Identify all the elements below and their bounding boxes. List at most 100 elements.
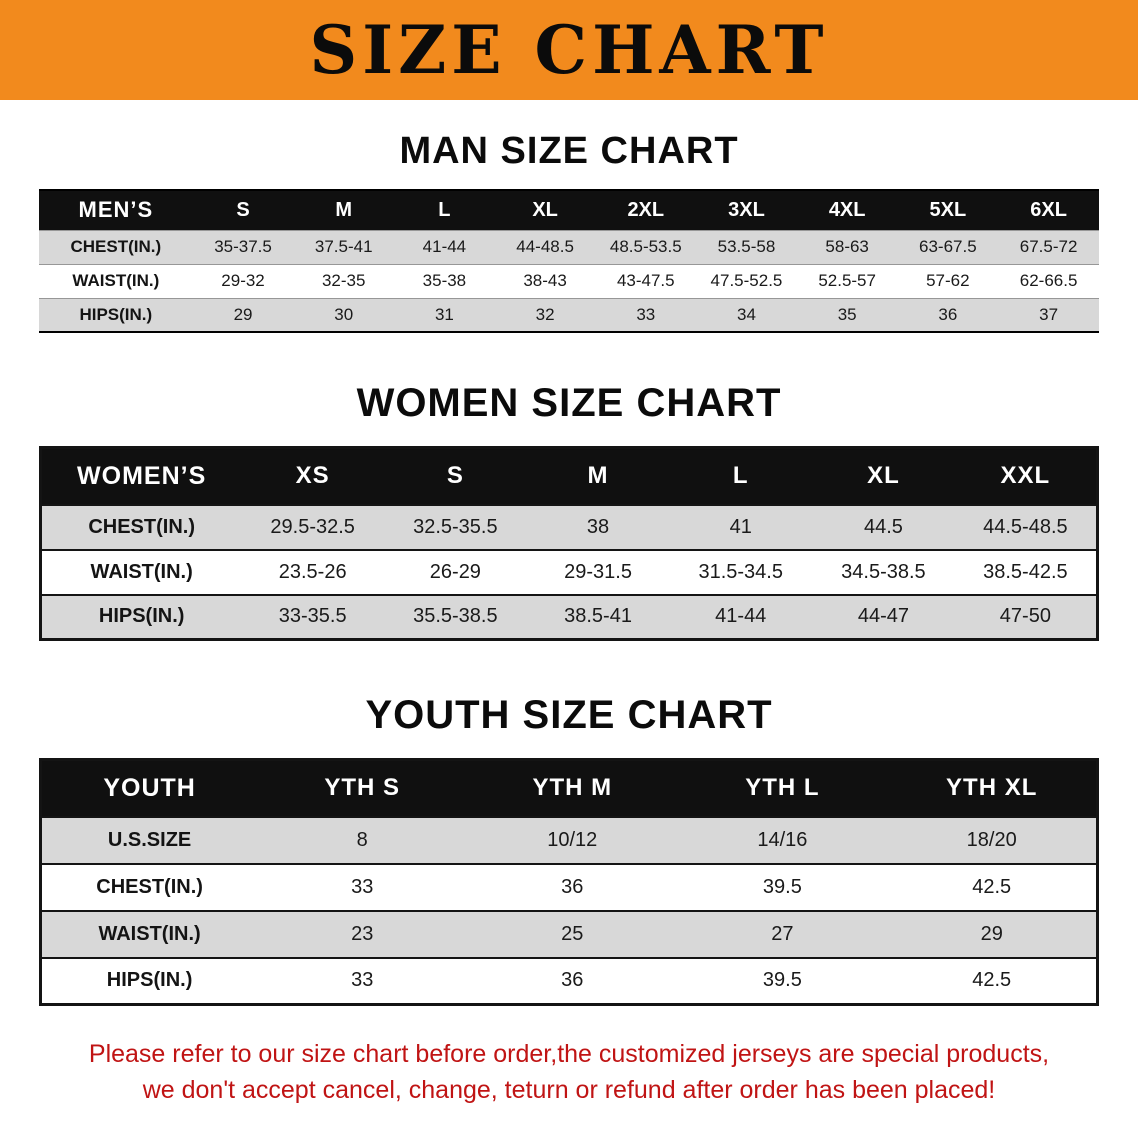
size-column-header: 6XL <box>998 190 1099 230</box>
size-column-header: XS <box>241 447 385 505</box>
size-value: 36 <box>561 969 584 992</box>
disclaimer-line-1: Please refer to our size chart before or… <box>88 1040 1050 1068</box>
size-value: 44.5-48.5 <box>954 504 1098 550</box>
size-value: 23 <box>257 910 468 958</box>
measurement-row: CHEST(IN.) 33 36 39.5 42.5 <box>40 863 1098 911</box>
size-column-header: YTH S <box>257 759 468 817</box>
size-value: 44-48.5 <box>494 230 596 264</box>
size-value: 53.5-58 <box>696 230 797 264</box>
women-section: WOMEN SIZE CHART WOMEN’S XS S M L XL XXL CHEST(… <box>0 381 1138 641</box>
measurement-row: HIPS(IN.) 33-35.5 35.5-38.5 38.5-41 41-44 44-… <box>40 594 1098 640</box>
women-section-heading: WOMEN SIZE CHART <box>356 381 782 425</box>
size-value: 8 <box>257 816 468 864</box>
size-column-header: 4XL <box>796 190 898 230</box>
size-value: 10/12 <box>467 816 678 864</box>
size-value: 38.5-42.5 <box>983 560 1068 583</box>
women-size-table: WOMEN’S XS S M L XL XXL CHEST(IN.) 29.5-32.5 32.5… <box>39 446 1099 641</box>
row-label: HIPS(IN.) <box>40 594 242 640</box>
table-header-row: YOUTH YTH S YTH M YTH L YTH XL <box>40 759 1098 817</box>
size-column-header: XL <box>812 447 955 505</box>
size-value: 38 <box>526 504 670 550</box>
size-value: 47-50 <box>954 594 1098 640</box>
size-column-header: 2XL <box>595 190 697 230</box>
size-value: 29 <box>887 910 1098 958</box>
size-value: 35-37.5 <box>192 230 294 264</box>
size-value: 52.5-57 <box>818 271 876 290</box>
size-value: 34 <box>696 298 797 332</box>
size-value: 32 <box>494 298 596 332</box>
size-column-header: M <box>526 447 670 505</box>
size-value: 44-47 <box>812 594 955 640</box>
size-value: 35 <box>796 298 898 332</box>
size-value: 42.5 <box>972 875 1012 898</box>
size-value: 48.5-53.5 <box>595 230 697 264</box>
size-value: 26-29 <box>429 560 481 583</box>
size-value: 41 <box>669 504 813 550</box>
size-value: 38-43 <box>523 271 567 290</box>
size-value: 25 <box>467 910 678 958</box>
size-column-header: 3XL <box>696 190 797 230</box>
disclaimer: Please refer to our size chart before or… <box>0 1036 1138 1109</box>
measurement-row: HIPS(IN.) 33 36 39.5 42.5 <box>40 957 1098 1005</box>
size-value: 18/20 <box>887 816 1098 864</box>
size-value: 32.5-35.5 <box>384 504 527 550</box>
size-value: 44.5 <box>812 504 955 550</box>
size-column-header: XL <box>494 190 596 230</box>
size-value: 62-66.5 <box>1019 271 1078 290</box>
size-column-header: YTH XL <box>887 759 1098 817</box>
size-column-header: S <box>192 190 294 230</box>
youth-section: YOUTH SIZE CHART YOUTH YTH S YTH M YTH L YTH… <box>0 693 1138 1006</box>
measurement-row: CHEST(IN.) 29.5-32.5 32.5-35.5 38 41 44.5 44.5… <box>40 504 1098 550</box>
table-header-row: MEN’S S M L XL 2XL 3XL 4XL 5XL 6XL <box>39 190 1099 230</box>
size-value: 31 <box>394 298 495 332</box>
size-value: 47.5-52.5 <box>710 271 783 290</box>
size-value: 41-44 <box>394 230 495 264</box>
table-title-cell: YOUTH <box>40 759 258 817</box>
size-value: 43-47.5 <box>616 271 675 290</box>
size-value: 38.5-41 <box>526 594 670 640</box>
size-value: 29 <box>192 298 294 332</box>
size-value: 35-38 <box>422 271 467 290</box>
row-label: WAIST(IN.) <box>90 560 193 583</box>
banner: SIZE CHART <box>0 0 1138 100</box>
measurement-row: HIPS(IN.) 29 30 31 32 33 34 35 36 37 <box>39 298 1099 332</box>
table-header-row: WOMEN’S XS S M L XL XXL <box>40 447 1098 505</box>
size-value: 67.5-72 <box>998 230 1099 264</box>
size-column-header: S <box>384 447 527 505</box>
size-value: 14/16 <box>677 816 888 864</box>
youth-size-table: YOUTH YTH S YTH M YTH L YTH XL U.S.SIZE 8 10/12… <box>39 758 1099 1006</box>
row-label: CHEST(IN.) <box>40 504 242 550</box>
size-value: 27 <box>677 910 888 958</box>
size-column-header: 5XL <box>897 190 999 230</box>
measurement-row: WAIST(IN.) 29-32 32-35 35-38 38-43 43-47.5 47.… <box>39 264 1099 298</box>
size-value: 32-35 <box>321 271 366 290</box>
row-label: CHEST(IN.) <box>96 875 203 898</box>
size-value: 39.5 <box>762 875 802 898</box>
men-section: MAN SIZE CHART MEN’S S M L XL 2XL 3XL 4XL 5XL 6XL… <box>0 130 1138 333</box>
size-value: 29-31.5 <box>564 560 632 583</box>
row-label: HIPS(IN.) <box>106 969 193 992</box>
men-section-heading: MAN SIZE CHART <box>399 130 739 172</box>
size-value: 33 <box>351 875 374 898</box>
size-value: 37.5-41 <box>293 230 395 264</box>
table-title-cell: WOMEN’S <box>40 447 242 505</box>
size-chart-page: SIZE CHART MAN SIZE CHART MEN’S S M L XL 2XL 3… <box>0 0 1138 1109</box>
row-label: U.S.SIZE <box>40 816 258 864</box>
measurement-row: WAIST(IN.) 23 25 27 29 <box>40 910 1098 958</box>
size-value: 31.5-34.5 <box>698 560 783 583</box>
size-value: 37 <box>998 298 1099 332</box>
size-value: 42.5 <box>972 969 1012 992</box>
size-value: 29-32 <box>221 271 265 290</box>
size-value: 23.5-26 <box>278 560 347 583</box>
youth-section-heading: YOUTH SIZE CHART <box>365 693 773 737</box>
table-title-cell: MEN’S <box>39 190 193 230</box>
size-column-header: L <box>669 447 813 505</box>
measurement-row: WAIST(IN.) 23.5-26 26-29 29-31.5 31.5-34.5 34… <box>40 549 1098 595</box>
page-title: SIZE CHART <box>309 11 829 89</box>
row-label: HIPS(IN.) <box>39 298 193 332</box>
size-value: 57-62 <box>926 271 970 290</box>
row-label: CHEST(IN.) <box>39 230 193 264</box>
size-value: 35.5-38.5 <box>384 594 527 640</box>
size-column-header: YTH M <box>467 759 678 817</box>
size-column-header: L <box>394 190 495 230</box>
